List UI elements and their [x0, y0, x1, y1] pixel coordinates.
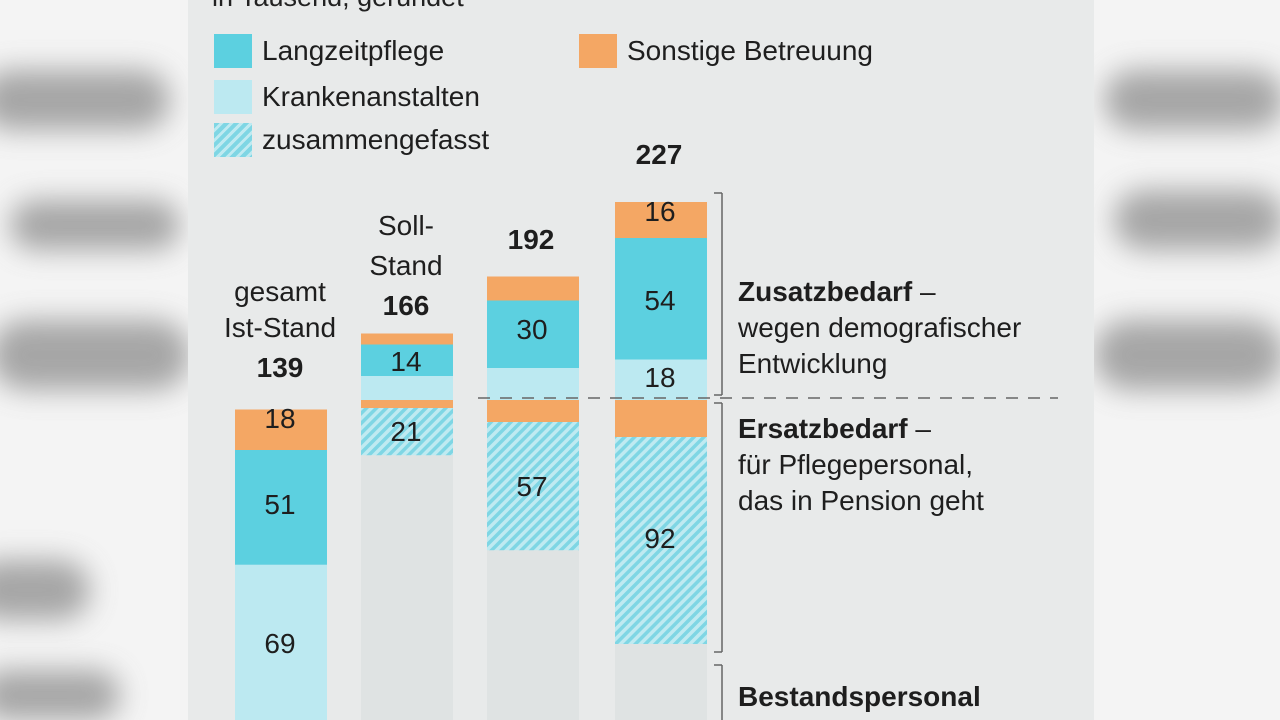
bar-ist-langzeitpflege — [235, 450, 327, 565]
annotation-zusatzbedarf: Zusatzbedarf – wegen demografischer Entw… — [738, 274, 1021, 382]
bar-ersatz-zusammengefasst-2 — [487, 422, 579, 551]
blurred-background-left — [0, 0, 188, 720]
total-label-col3: 192 — [507, 224, 555, 255]
bar-zusatz-krankenanstalten-3 — [615, 359, 707, 400]
annotation-bestand-title: Bestandspersonal — [738, 681, 981, 712]
value-label-soll-zusatz-langzeit: 14 — [390, 346, 422, 377]
value-label-col4-ersatz: 92 — [644, 523, 676, 554]
legend-label-zusammengefasst: zusammengefasst — [262, 124, 490, 155]
value-label-soll-ersatz: 21 — [390, 416, 422, 447]
legend-label-sonstige-betreuung: Sonstige Betreuung — [627, 35, 873, 66]
bar-zusatz-krankenanstalten-1 — [361, 376, 453, 400]
legend-item-zusammengefasst: zusammengefasst — [214, 123, 489, 157]
annotation-zusatz-title: Zusatzbedarf — [738, 276, 913, 307]
column-header-ist-line1: gesamt — [234, 276, 326, 307]
annotation-zusatz-dash: – — [920, 276, 936, 307]
legend-swatch-zusammengefasst — [214, 123, 252, 157]
value-label-ist-kranken: 69 — [264, 628, 296, 659]
value-label-ist-sonstige: 18 — [264, 403, 296, 434]
bar-ersatz-zusammengefasst-1 — [361, 408, 453, 456]
legend-label-langzeitpflege: Langzeitpflege — [262, 35, 445, 66]
annotation-zusatz-line2: wegen demografischer — [738, 312, 1022, 343]
column-header-ist-line2: Ist-Stand — [223, 312, 337, 343]
annotation-ersatzbedarf: Ersatzbedarf – für Pflegepersonal, das i… — [738, 411, 984, 519]
bar-zusatz-sonstige-3 — [615, 202, 707, 238]
chart-subtitle: in Tausend, gerundet — [212, 0, 464, 13]
bar-zusatz-langzeitpflege-3 — [615, 238, 707, 360]
value-label-ist-langzeit: 51 — [264, 489, 296, 520]
total-label-soll: 166 — [382, 290, 430, 321]
bar-zusatz-sonstige-2 — [487, 276, 579, 301]
value-label-col4-zusatz-kranken: 18 — [644, 362, 676, 393]
value-label-col3-ersatz: 57 — [516, 471, 548, 502]
blurred-background-right — [1094, 0, 1280, 720]
annotation-bestandspersonal: Bestandspersonal — [738, 679, 981, 715]
annotation-ersatz-line3: das in Pension geht — [738, 485, 984, 516]
stacked-bar-chart — [235, 192, 1058, 720]
legend-item-langzeitpflege: Langzeitpflege — [214, 34, 444, 68]
bar-ist-sonstige — [235, 409, 327, 450]
annotation-ersatz-dash: – — [915, 413, 931, 444]
bar-zusatz-langzeitpflege-2 — [487, 300, 579, 368]
value-label-col3-zusatz-langzeit: 30 — [516, 314, 548, 345]
legend-swatch-sonstige-betreuung — [579, 34, 617, 68]
bar-zusatz-sonstige-1 — [361, 333, 453, 345]
legend-item-sonstige-betreuung: Sonstige Betreuung — [579, 34, 873, 68]
bar-ersatz-sonstige-1 — [361, 400, 453, 408]
total-label-ist: 139 — [256, 352, 304, 383]
value-label-col4-zusatz-sonstige: 16 — [644, 196, 676, 227]
annotation-ersatz-line2: für Pflegepersonal, — [738, 449, 974, 480]
annotation-zusatz-line3: Entwicklung — [738, 348, 888, 379]
legend-item-krankenanstalten: Krankenanstalten — [214, 80, 480, 114]
chart-panel: in Tausend, gerundet Langzeitpflege Kran… — [188, 0, 1094, 720]
legend-label-krankenanstalten: Krankenanstalten — [262, 81, 480, 112]
annotation-ersatz-title: Ersatzbedarf — [738, 413, 908, 444]
bar-zusatz-langzeitpflege-1 — [361, 344, 453, 376]
bar-ersatz-zusammengefasst-3 — [615, 437, 707, 644]
total-label-col4: 227 — [635, 139, 683, 170]
legend-swatch-krankenanstalten — [214, 80, 252, 114]
column-header-soll-line2: Stand — [369, 250, 443, 281]
value-label-col4-zusatz-langzeit: 54 — [644, 285, 676, 316]
bar-ersatz-sonstige-2 — [487, 400, 579, 422]
legend-swatch-langzeitpflege — [214, 34, 252, 68]
bar-zusatz-krankenanstalten-2 — [487, 368, 579, 400]
bar-ersatz-sonstige-3 — [615, 400, 707, 437]
column-header-soll-line1: Soll- — [377, 210, 434, 241]
bar-ist-krankenanstalten — [235, 564, 327, 720]
